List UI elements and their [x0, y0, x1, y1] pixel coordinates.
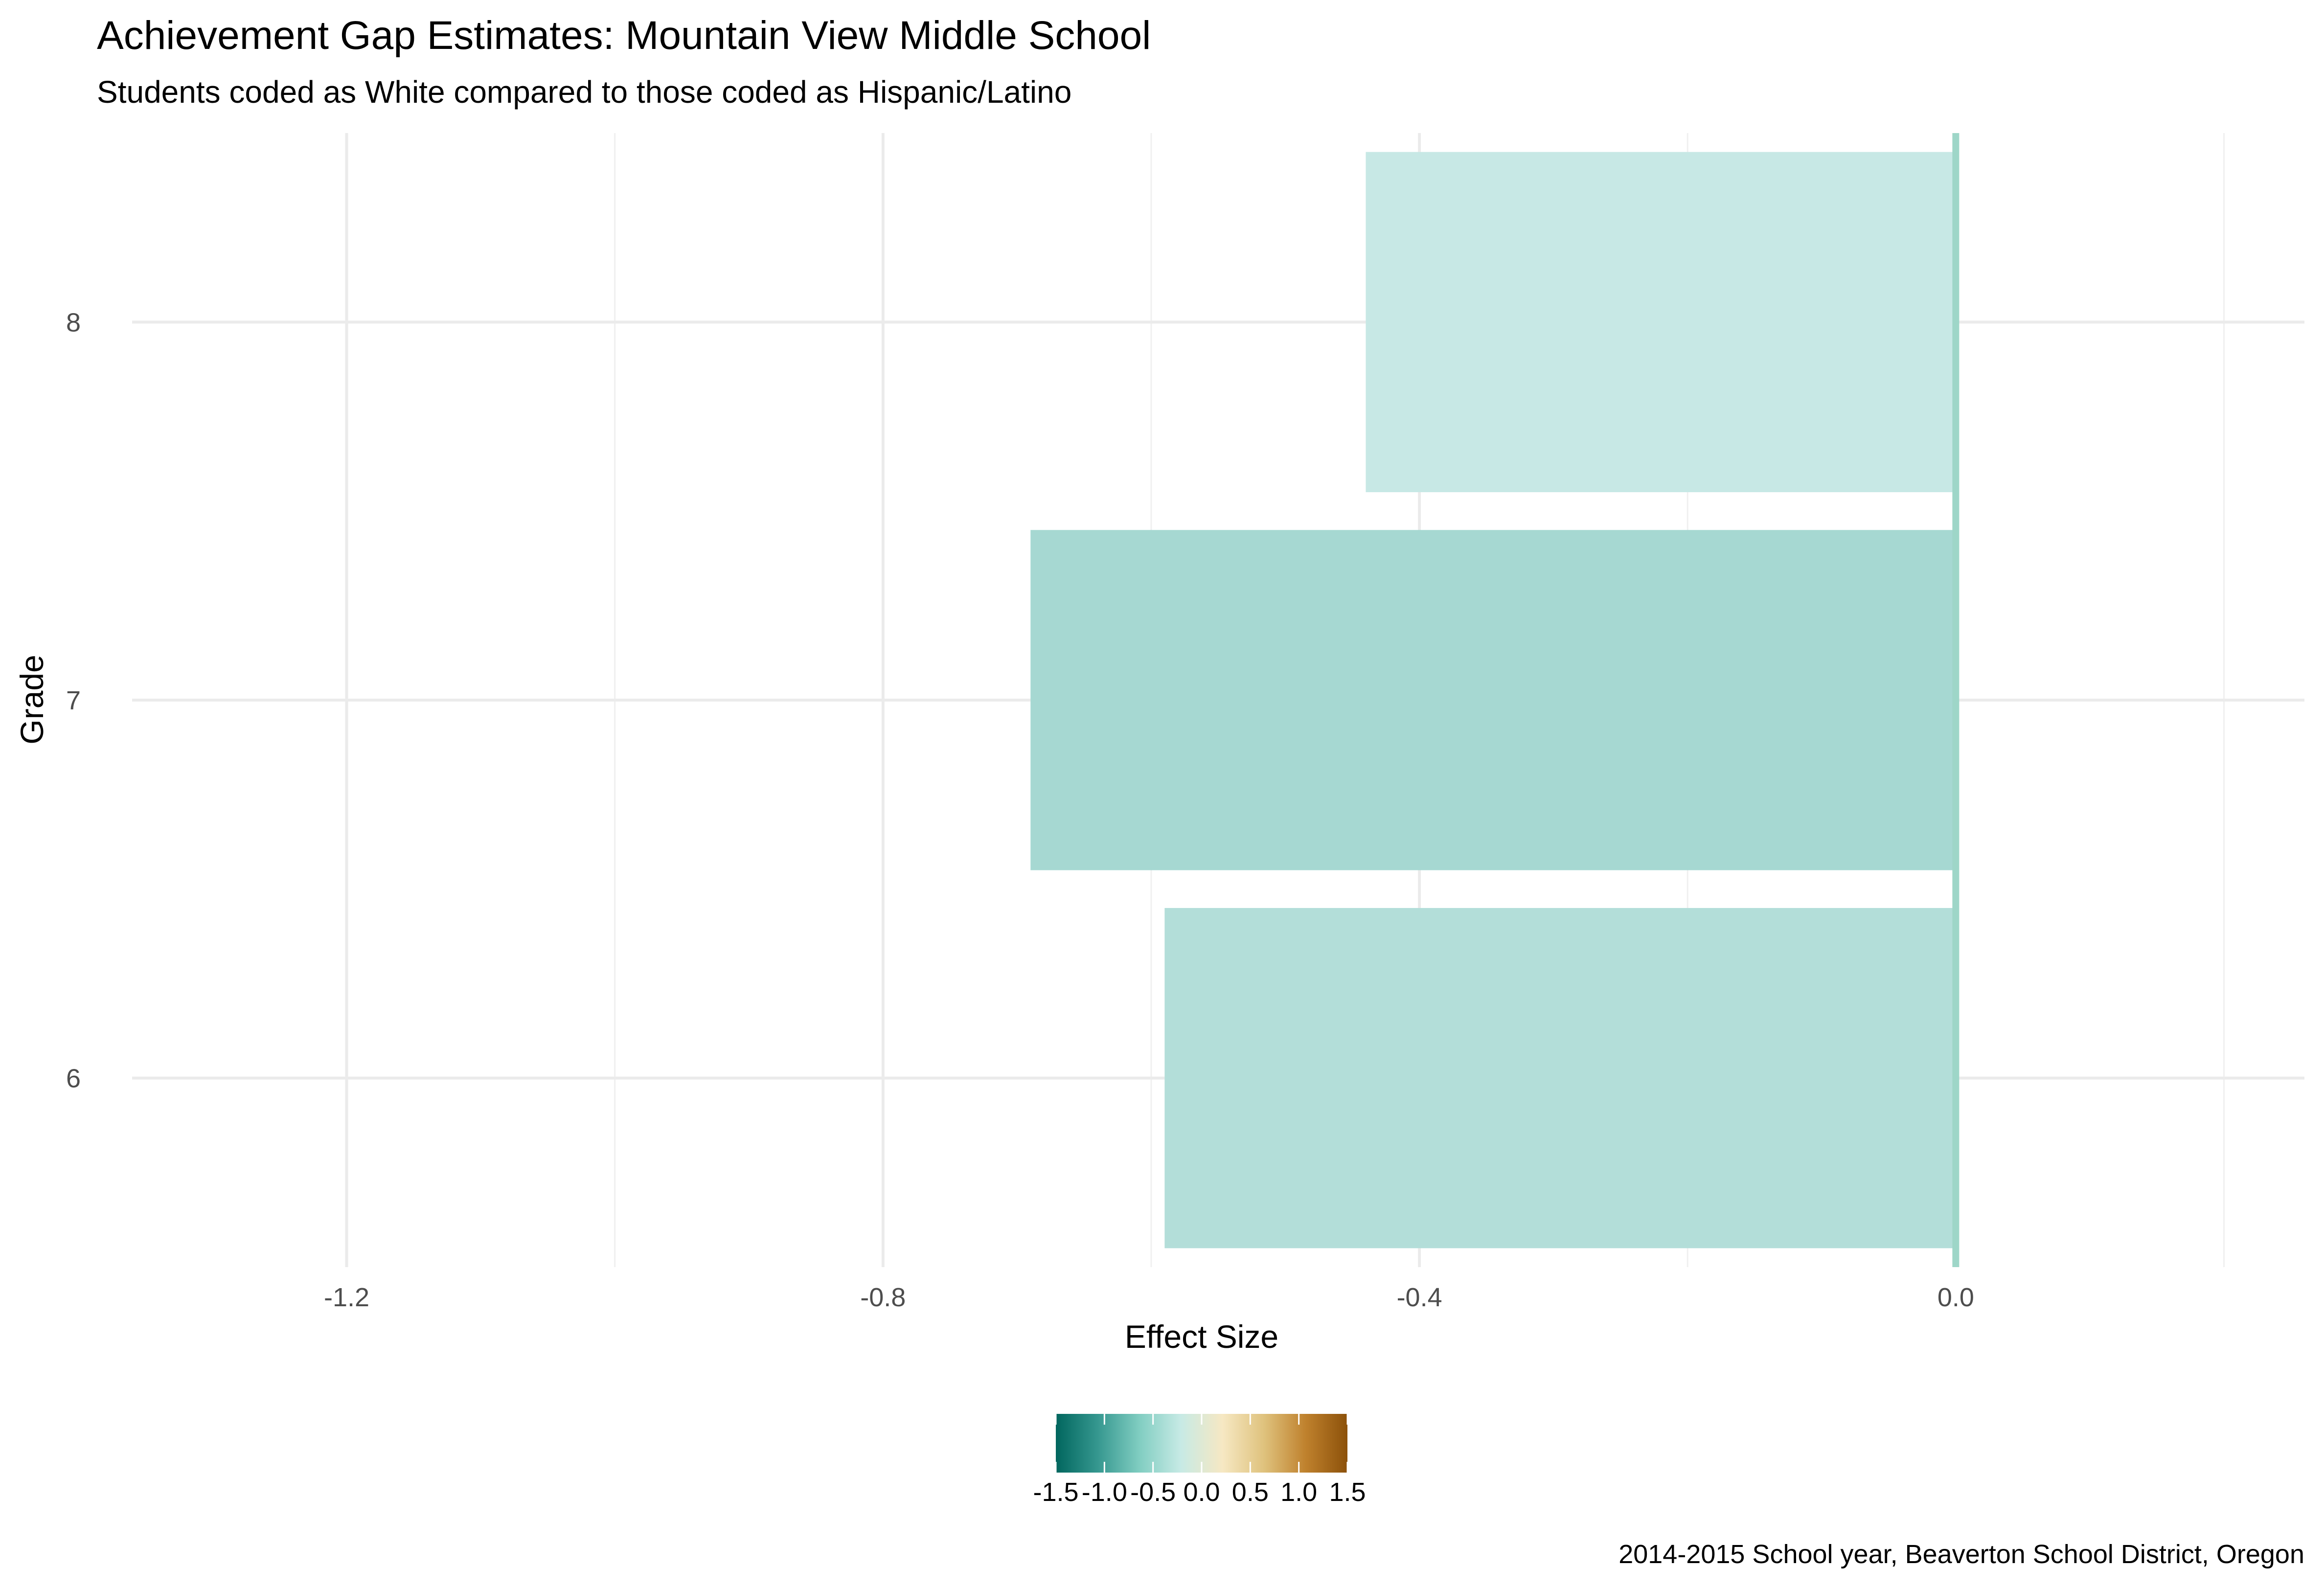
- colorbar-tick-label: -1.5: [1033, 1477, 1078, 1507]
- colorbar-tick-label: 1.0: [1280, 1477, 1317, 1507]
- x-tick-label: -0.4: [1397, 1283, 1442, 1312]
- color-legend: -1.5 -1.0 -0.5 0.0 0.5 1.0 1.5: [1033, 1414, 1366, 1507]
- x-tick-label: 0.0: [1937, 1283, 1974, 1312]
- colorbar-tick-label: 0.0: [1183, 1477, 1220, 1507]
- y-tick-label: 8: [66, 308, 81, 337]
- y-tick-label: 6: [66, 1064, 81, 1093]
- y-axis-label: Grade: [14, 655, 50, 744]
- colorbar-tick-label: 0.5: [1232, 1477, 1269, 1507]
- y-axis-ticks: 6 7 8: [66, 308, 81, 1093]
- x-axis-label: Effect Size: [1125, 1318, 1278, 1355]
- chart-caption: 2014-2015 School year, Beaverton School …: [1618, 1540, 2304, 1569]
- x-axis-ticks: -1.2 -0.8 -0.4 0.0: [324, 1283, 1974, 1312]
- x-tick-label: -1.2: [324, 1283, 369, 1312]
- colorbar-tick-label: -1.0: [1082, 1477, 1127, 1507]
- chart-title: Achievement Gap Estimates: Mountain View…: [97, 13, 1151, 58]
- bar-grade-6: [1164, 908, 1956, 1249]
- bar-grade-7: [1030, 530, 1956, 870]
- colorbar-tick-label: 1.5: [1329, 1477, 1366, 1507]
- y-tick-label: 7: [66, 686, 81, 715]
- colorbar-tick-label: -0.5: [1130, 1477, 1176, 1507]
- x-tick-label: -0.8: [860, 1283, 906, 1312]
- bars: [1030, 152, 1956, 1249]
- bar-grade-8: [1366, 152, 1956, 493]
- chart-subtitle: Students coded as White compared to thos…: [97, 74, 1071, 110]
